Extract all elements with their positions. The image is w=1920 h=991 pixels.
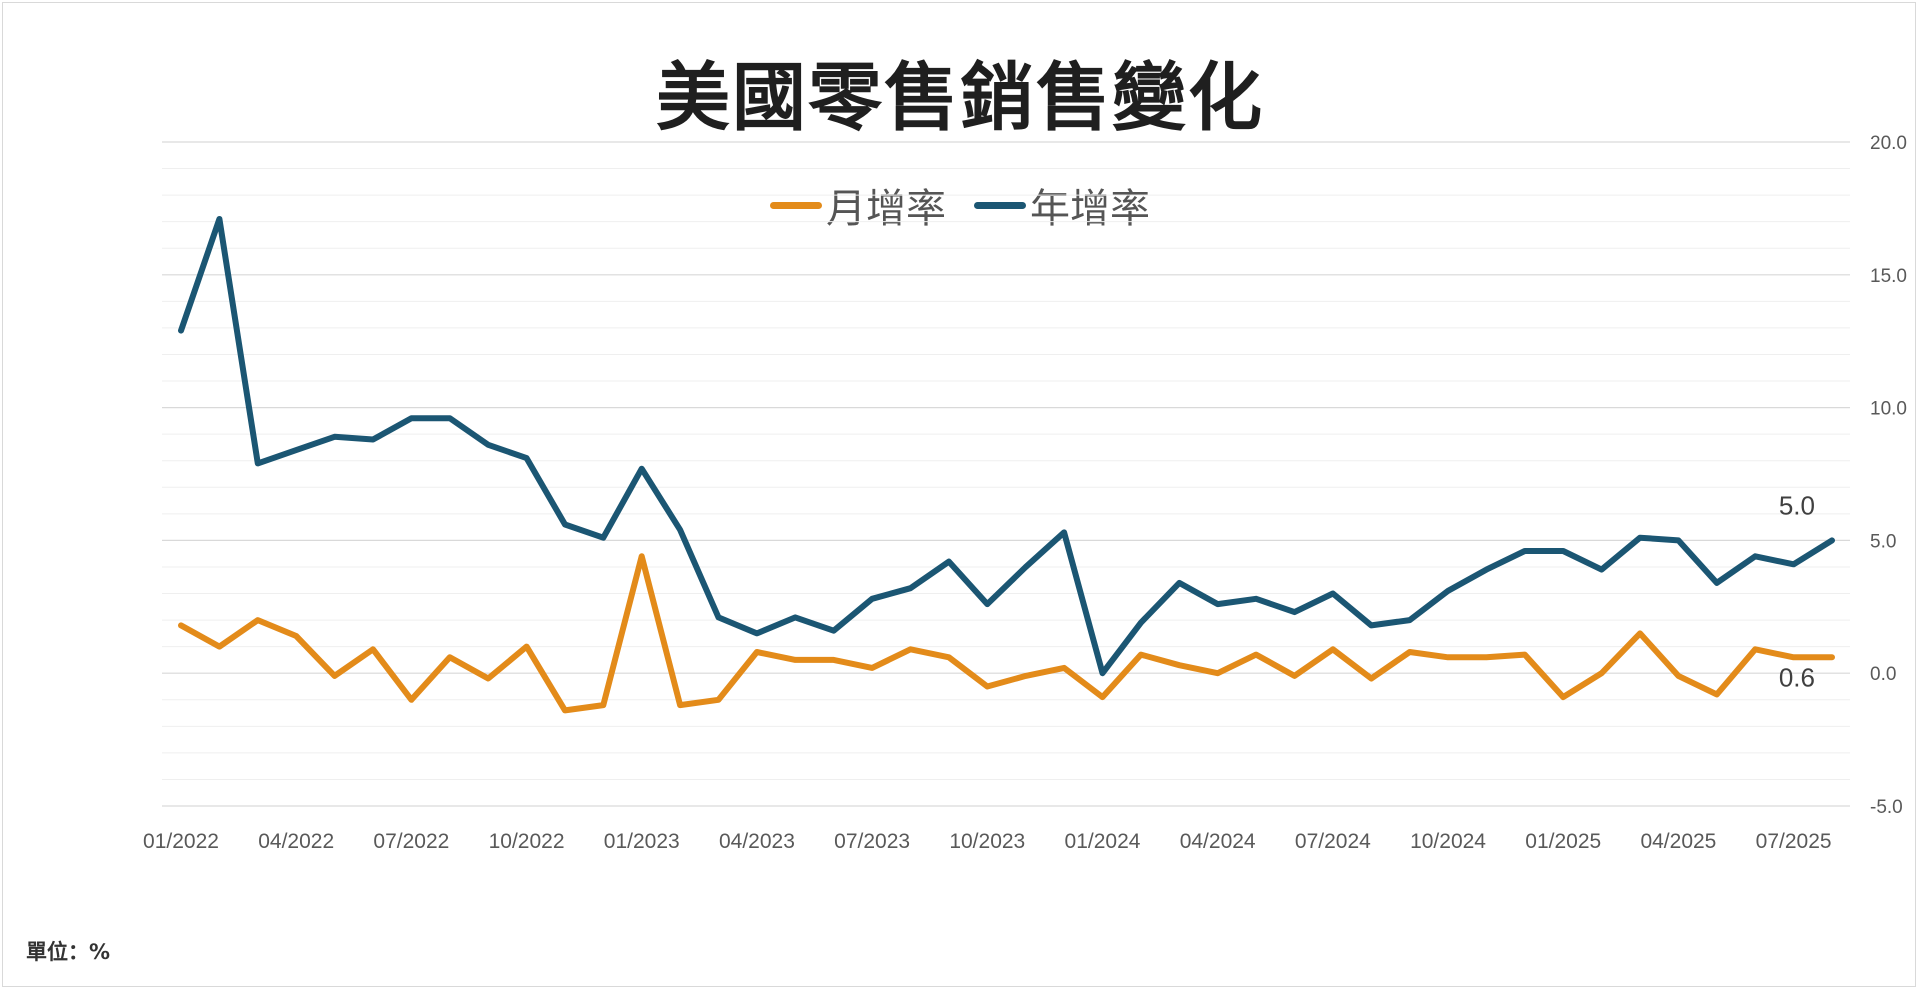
x-tick-label: 04/2022	[258, 830, 334, 853]
legend-item-yoy: 年增率	[974, 176, 1150, 234]
x-tick-label: 10/2024	[1410, 830, 1486, 853]
y-tick-label: 10.0	[1870, 399, 1907, 420]
legend-label-mom: 月增率	[826, 186, 946, 232]
x-tick-label: 07/2022	[373, 830, 449, 853]
y-tick-label: -5.0	[1870, 797, 1903, 818]
legend-label-yoy: 年增率	[1030, 186, 1150, 232]
end-label-mom: 0.6	[1779, 662, 1815, 692]
y-tick-label: 0.0	[1870, 664, 1896, 685]
x-tick-label: 04/2023	[719, 830, 795, 853]
x-tick-label: 01/2025	[1525, 830, 1601, 853]
x-tick-label: 10/2023	[949, 830, 1025, 853]
unit-note: 單位：%	[26, 940, 111, 964]
series-line-mom	[178, 553, 1835, 714]
x-tick-label: 07/2024	[1295, 830, 1371, 853]
x-tick-label: 04/2025	[1640, 830, 1716, 853]
legend-item-mom: 月增率	[770, 176, 946, 234]
series-line-yoy	[178, 216, 1835, 677]
end-label-yoy: 5.0	[1779, 490, 1815, 520]
chart-legend: 月增率 年增率	[0, 176, 1920, 234]
legend-swatch-yoy	[974, 201, 1026, 209]
x-tick-label: 01/2024	[1065, 830, 1141, 853]
x-tick-label: 01/2022	[143, 830, 219, 853]
chart-title: 美國零售銷售變化	[656, 55, 1264, 141]
legend-swatch-mom	[770, 201, 822, 209]
y-tick-label: 5.0	[1870, 531, 1896, 552]
x-tick-label: 01/2023	[604, 830, 680, 853]
y-tick-label: 15.0	[1870, 266, 1907, 287]
x-tick-label: 04/2024	[1180, 830, 1256, 853]
x-tick-label: 10/2022	[489, 830, 565, 853]
x-tick-label: 07/2023	[834, 830, 910, 853]
y-tick-label: 20.0	[1870, 133, 1907, 154]
x-tick-label: 07/2025	[1756, 830, 1832, 853]
